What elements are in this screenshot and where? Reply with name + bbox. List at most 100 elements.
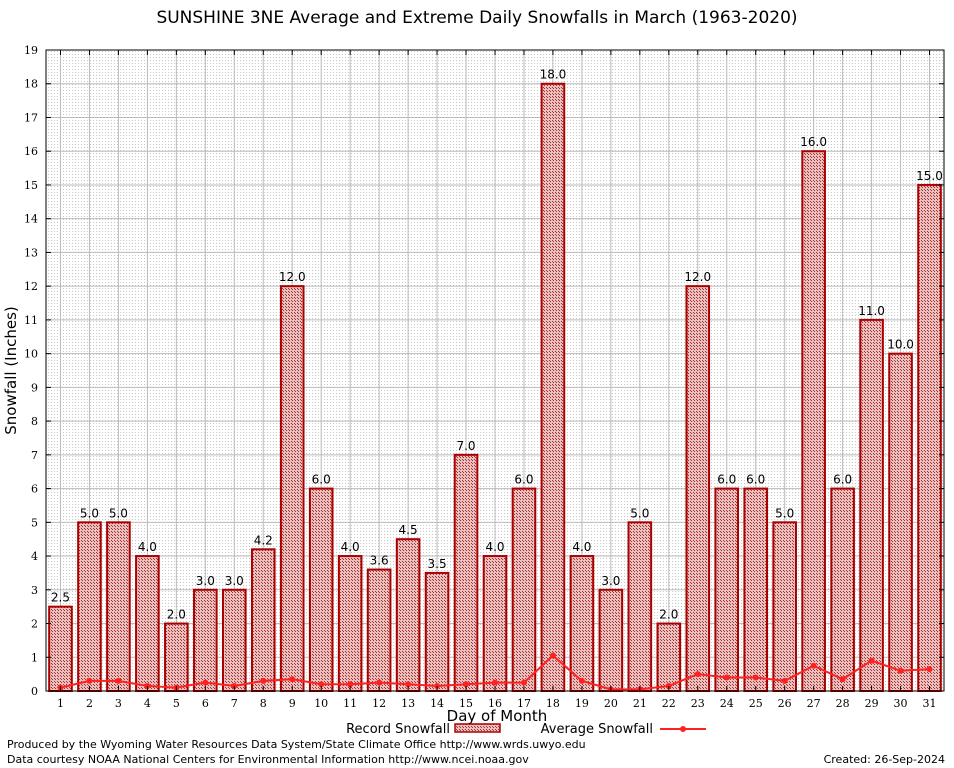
x-tick-label: 21 bbox=[633, 697, 647, 710]
y-tick-label: 18 bbox=[24, 78, 38, 91]
record-bar bbox=[135, 555, 160, 692]
record-bar bbox=[250, 548, 276, 692]
record-bar bbox=[164, 622, 189, 692]
x-tick-label: 30 bbox=[894, 697, 908, 710]
bar-value-label: 4.0 bbox=[138, 540, 157, 554]
x-tick-label: 3 bbox=[115, 697, 122, 710]
bar-value-label: 2.5 bbox=[51, 591, 70, 605]
x-tick-label: 16 bbox=[488, 697, 502, 710]
bar-value-label: 6.0 bbox=[514, 473, 533, 487]
record-bar bbox=[830, 487, 855, 692]
average-point bbox=[781, 677, 788, 684]
average-point bbox=[289, 676, 296, 683]
record-bar bbox=[482, 555, 508, 692]
record-bar bbox=[453, 453, 479, 692]
record-bar bbox=[743, 487, 769, 692]
record-bar bbox=[859, 318, 884, 692]
x-tick-label: 7 bbox=[231, 697, 238, 710]
bar-value-label: 2.0 bbox=[659, 608, 678, 622]
average-point bbox=[694, 671, 701, 678]
record-bar bbox=[569, 555, 595, 692]
average-point bbox=[665, 682, 672, 689]
bar-value-label: 11.0 bbox=[858, 304, 885, 318]
x-tick-label: 28 bbox=[836, 697, 850, 710]
y-axis-label: Snowfall (Inches) bbox=[2, 306, 20, 434]
legend-record-swatch bbox=[454, 723, 501, 733]
record-bar bbox=[801, 150, 826, 693]
bar-value-label: 4.0 bbox=[341, 540, 360, 554]
average-point bbox=[926, 666, 933, 673]
x-tick-label: 26 bbox=[778, 697, 792, 710]
record-bar bbox=[193, 588, 218, 693]
x-tick-label: 25 bbox=[749, 697, 763, 710]
bar-value-label: 5.0 bbox=[630, 506, 649, 520]
average-point bbox=[810, 662, 817, 669]
x-tick-label: 23 bbox=[691, 697, 705, 710]
bar-value-label: 3.0 bbox=[196, 574, 215, 588]
x-tick-label: 18 bbox=[546, 697, 560, 710]
x-tick-label: 20 bbox=[604, 697, 618, 710]
bar-value-label: 5.0 bbox=[109, 506, 128, 520]
record-bar bbox=[48, 605, 73, 692]
average-point bbox=[347, 681, 354, 688]
x-tick-label: 31 bbox=[923, 697, 937, 710]
y-tick-label: 11 bbox=[24, 314, 38, 327]
x-tick-label: 8 bbox=[260, 697, 267, 710]
average-point bbox=[723, 674, 730, 681]
x-axis-label: Day of Month bbox=[447, 707, 548, 725]
record-bar bbox=[598, 588, 624, 693]
average-point bbox=[231, 682, 238, 689]
average-point bbox=[144, 682, 151, 689]
bar-value-label: 6.0 bbox=[746, 473, 765, 487]
x-tick-label: 4 bbox=[144, 697, 151, 710]
average-point bbox=[549, 652, 556, 659]
x-axis-ticks: 1 2 3 4 5 6 7 8 9 10 11 12 13 14 15 16 17 18 19 20 21 22 23 24 2… bbox=[57, 50, 937, 710]
legend: Record Snowfall Average Snowfall bbox=[346, 722, 706, 737]
record-bar bbox=[772, 521, 797, 692]
x-tick-label: 6 bbox=[202, 697, 209, 710]
average-point bbox=[260, 677, 267, 684]
record-bar bbox=[685, 285, 711, 692]
bar-value-label: 6.0 bbox=[717, 473, 736, 487]
record-bar bbox=[308, 487, 334, 692]
record-bar bbox=[540, 82, 566, 693]
y-tick-label: 1 bbox=[31, 651, 38, 664]
x-tick-label: 9 bbox=[289, 697, 296, 710]
x-tick-label: 5 bbox=[173, 697, 180, 710]
x-tick-label: 15 bbox=[459, 697, 473, 710]
x-tick-label: 17 bbox=[517, 697, 531, 710]
record-bar bbox=[714, 487, 740, 692]
average-point bbox=[492, 679, 498, 686]
x-tick-label: 12 bbox=[372, 697, 386, 710]
bar-value-label: 4.0 bbox=[572, 540, 591, 554]
y-tick-label: 12 bbox=[24, 280, 38, 293]
average-point bbox=[752, 674, 759, 681]
bar-value-label: 3.0 bbox=[601, 574, 620, 588]
average-point bbox=[318, 681, 325, 688]
average-point bbox=[897, 667, 904, 674]
record-bar bbox=[221, 588, 247, 693]
x-tick-label: 29 bbox=[865, 697, 879, 710]
x-tick-label: 22 bbox=[662, 697, 676, 710]
legend-record-label: Record Snowfall bbox=[346, 722, 450, 737]
record-bar bbox=[917, 183, 942, 693]
y-tick-label: 6 bbox=[31, 483, 38, 496]
x-tick-label: 24 bbox=[720, 697, 734, 710]
y-tick-label: 16 bbox=[24, 145, 38, 158]
record-bar bbox=[106, 521, 131, 692]
y-tick-label: 5 bbox=[31, 516, 38, 529]
average-point bbox=[463, 681, 470, 688]
y-tick-label: 9 bbox=[31, 381, 38, 394]
y-tick-label: 13 bbox=[24, 246, 38, 259]
bar-value-label: 6.0 bbox=[833, 473, 852, 487]
record-bar bbox=[888, 352, 913, 692]
bar-value-label: 3.6 bbox=[370, 554, 389, 568]
x-tick-label: 13 bbox=[401, 697, 415, 710]
y-tick-label: 3 bbox=[31, 584, 38, 597]
bar-value-label: 2.0 bbox=[167, 608, 186, 622]
y-tick-label: 7 bbox=[31, 449, 38, 462]
average-point bbox=[578, 677, 585, 684]
bar-value-label: 10.0 bbox=[887, 338, 914, 352]
